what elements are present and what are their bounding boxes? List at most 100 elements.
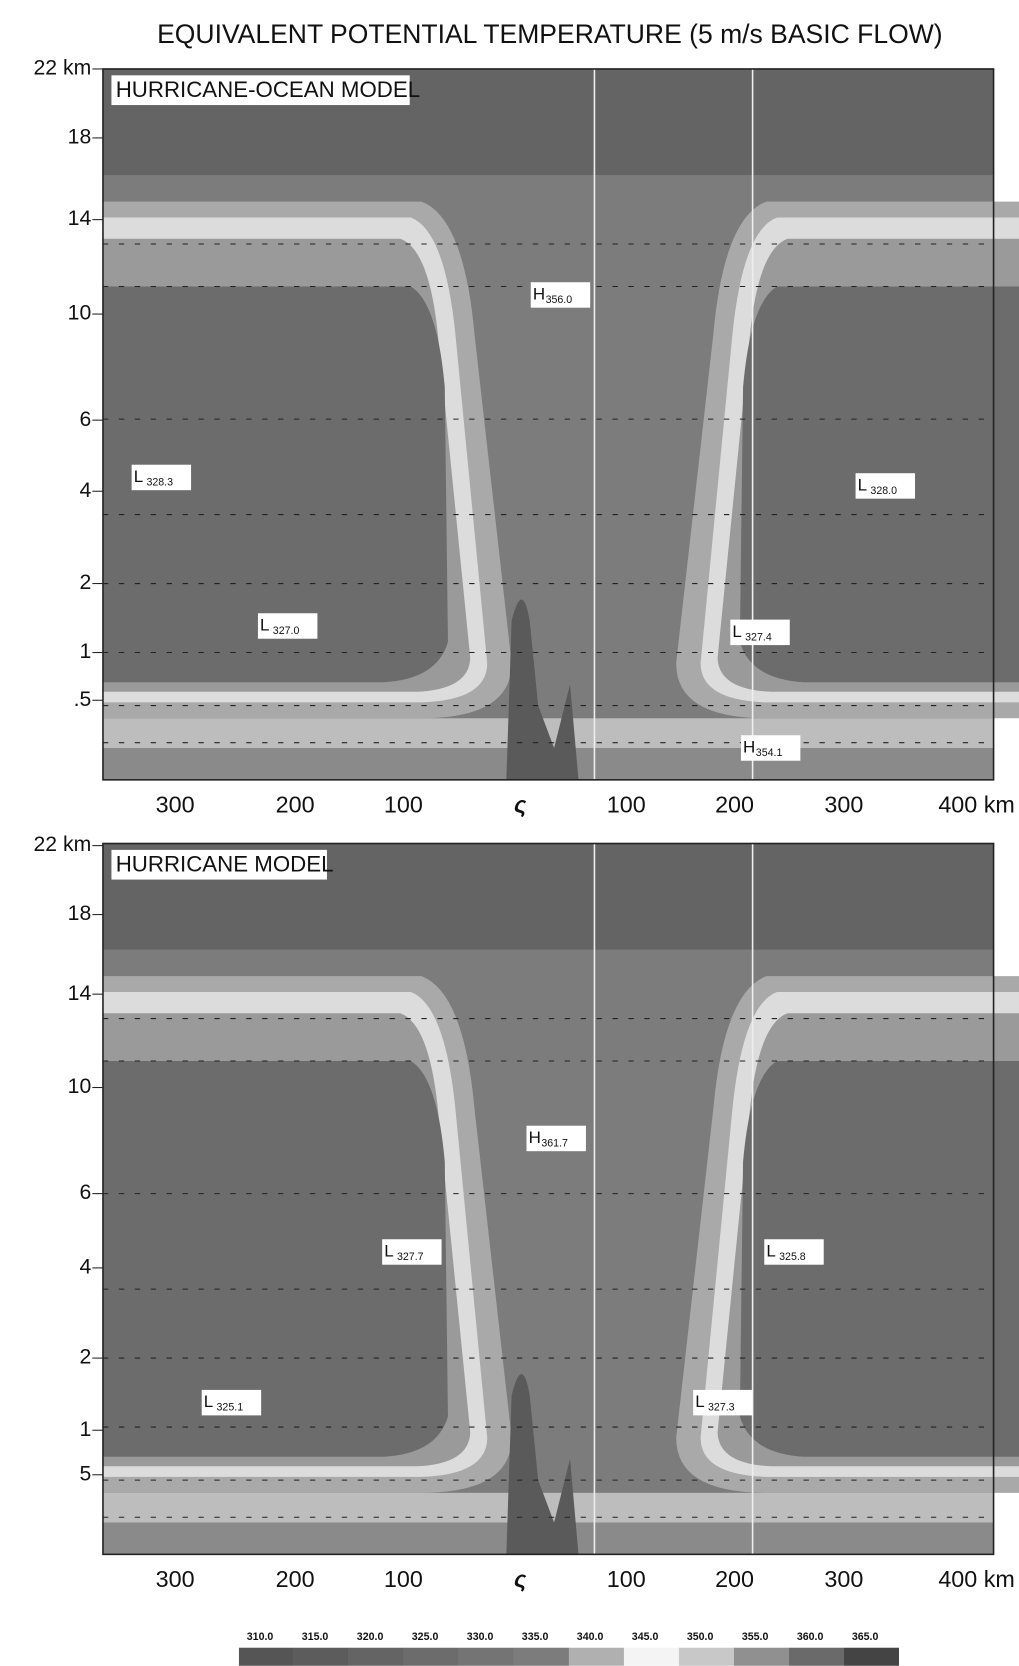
x-tick-label: 400 km <box>938 1566 1015 1592</box>
y-tick-label: 18 <box>68 902 92 925</box>
extremum-letter: L <box>695 1392 704 1411</box>
y-tick-label: 5 <box>79 1462 91 1485</box>
colorbar-swatch <box>238 1647 294 1666</box>
colorbar-label: 320.0 <box>357 1631 384 1643</box>
extremum-box <box>257 613 318 639</box>
y-tick-label: 22 km <box>33 833 91 856</box>
x-tick-label: 200 <box>715 792 754 818</box>
extremum-letter: H <box>529 1128 541 1147</box>
panel: HURRICANE-OCEAN MODEL <box>102 68 1019 781</box>
x-tick-label: 300 <box>156 792 195 818</box>
x-tick-label: 200 <box>276 792 315 818</box>
extremum-value: 356.0 <box>546 294 573 306</box>
y-tick-label: 4 <box>79 479 91 502</box>
colorbar-swatch <box>733 1647 789 1666</box>
x-tick-label: 100 <box>607 1566 646 1592</box>
colorbar-swatch <box>623 1647 679 1666</box>
extremum-box <box>201 1389 262 1416</box>
colorbar-label: 335.0 <box>522 1631 549 1643</box>
colorbar-swatch <box>403 1647 459 1666</box>
x-tick-label: 300 <box>824 1566 863 1592</box>
extremum-value: 328.0 <box>870 485 897 497</box>
y-tick-label: 10 <box>68 302 92 325</box>
extremum-box <box>855 473 916 499</box>
panel-label: HURRICANE-OCEAN MODEL <box>116 77 420 102</box>
y-tick-label: 22 km <box>33 57 91 80</box>
colorbar-swatch <box>513 1647 569 1666</box>
extremum-value: 325.1 <box>217 1402 244 1414</box>
extremum-value: 328.3 <box>146 477 173 489</box>
extremum-value: 327.3 <box>708 1402 735 1414</box>
x-tick-label: 400 km <box>938 792 1015 818</box>
extremum-value: 325.8 <box>779 1251 806 1263</box>
y-tick-label: 6 <box>79 408 91 431</box>
extremum-value: 361.7 <box>541 1138 568 1150</box>
colorbar-swatch <box>568 1647 624 1666</box>
y-tick-label: 4 <box>79 1256 91 1279</box>
extremum-value: 327.4 <box>745 631 772 643</box>
x-tick-label: 300 <box>824 792 863 818</box>
x-tick-label: 300 <box>156 1566 195 1592</box>
y-tick-label: 2 <box>79 1346 91 1369</box>
y-tick-label: 14 <box>68 982 92 1005</box>
y-tick-label: 6 <box>79 1181 91 1204</box>
panel: HURRICANE MODEL <box>102 842 1019 1556</box>
panel-label-box <box>111 849 327 880</box>
extremum-box <box>526 1125 586 1152</box>
x-tick-label: ς <box>514 1566 527 1592</box>
extremum-letter: L <box>204 1392 213 1411</box>
y-tick-label: 2 <box>79 571 91 594</box>
y-tick-label: 18 <box>68 126 92 149</box>
colorbar-swatch <box>788 1647 844 1666</box>
colorbar-label: 325.0 <box>412 1631 439 1643</box>
colorbar-swatch <box>678 1647 734 1666</box>
figure-body: EQUIVALENT POTENTIAL TEMPERATURE (5 m/s … <box>33 19 1019 1666</box>
x-tick-label: 100 <box>384 792 423 818</box>
extremum-letter: L <box>260 615 269 634</box>
y-tick-label: 14 <box>68 207 92 230</box>
colorbar-swatch <box>843 1647 899 1666</box>
y-tick-label: 1 <box>79 1418 91 1441</box>
y-tick-label: 1 <box>79 640 91 663</box>
extremum-letter: L <box>766 1241 775 1260</box>
colorbar-label: 310.0 <box>247 1631 274 1643</box>
colorbar-label: 350.0 <box>687 1631 714 1643</box>
colorbar-label: 360.0 <box>797 1631 824 1643</box>
extremum-letter: H <box>533 284 545 303</box>
x-tick-label: 100 <box>384 1566 423 1592</box>
extremum-box <box>131 464 192 491</box>
panel-label-box <box>111 75 410 106</box>
colorbar-swatch <box>348 1647 404 1666</box>
extremum-value: 327.0 <box>273 625 300 637</box>
panel-label: HURRICANE MODEL <box>116 852 334 877</box>
y-tick-label: 10 <box>68 1075 92 1098</box>
colorbar-label: 355.0 <box>742 1631 769 1643</box>
extremum-letter: H <box>743 737 755 756</box>
colorbar-label: 345.0 <box>632 1631 659 1643</box>
extremum-letter: L <box>732 622 741 641</box>
x-tick-label: 100 <box>607 792 646 818</box>
colorbar-label: 315.0 <box>302 1631 329 1643</box>
extremum-box <box>764 1239 824 1265</box>
extremum-letter: L <box>384 1241 393 1260</box>
extremum-value: 354.1 <box>756 747 783 759</box>
extremum-letter: L <box>134 467 143 486</box>
extremum-box <box>382 1239 442 1265</box>
colorbar-label: 340.0 <box>577 1631 604 1643</box>
extremum-box <box>740 735 801 761</box>
extremum-letter: L <box>858 475 867 494</box>
x-tick-label: ς <box>514 792 527 818</box>
y-tick-label: .5 <box>74 688 92 711</box>
x-tick-label: 200 <box>715 1566 754 1592</box>
colorbar-swatch <box>293 1647 349 1666</box>
x-tick-label: 200 <box>276 1566 315 1592</box>
colorbar-swatch <box>458 1647 514 1666</box>
colorbar-label: 330.0 <box>467 1631 494 1643</box>
extremum-box <box>530 282 591 308</box>
colorbar-label: 365.0 <box>852 1631 879 1643</box>
extremum-value: 327.7 <box>397 1251 424 1263</box>
title: EQUIVALENT POTENTIAL TEMPERATURE (5 m/s … <box>157 19 942 49</box>
extremum-box <box>693 1389 753 1416</box>
extremum-box <box>730 619 790 646</box>
